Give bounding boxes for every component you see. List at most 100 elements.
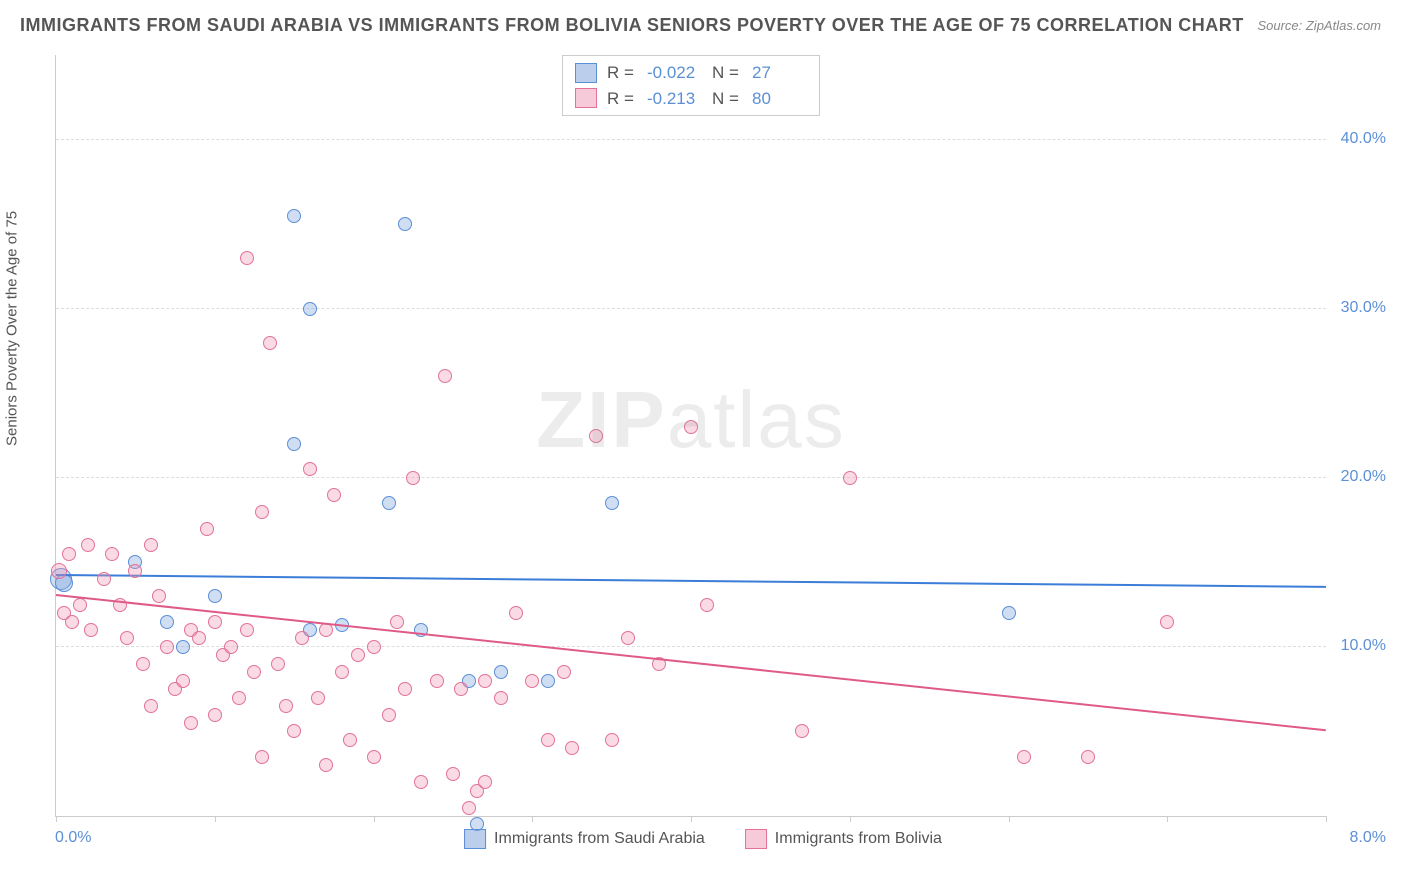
data-point	[287, 209, 301, 223]
data-point	[136, 657, 150, 671]
data-point	[105, 547, 119, 561]
data-point	[128, 564, 142, 578]
data-point	[509, 606, 523, 620]
r-label: R =	[607, 60, 637, 86]
trendline	[56, 594, 1326, 731]
data-point	[224, 640, 238, 654]
x-tick	[56, 816, 57, 822]
n-label: N =	[712, 86, 742, 112]
x-tick	[1167, 816, 1168, 822]
data-point	[398, 217, 412, 231]
swatch-pink-icon	[575, 88, 597, 108]
x-tick	[691, 816, 692, 822]
gridline	[56, 139, 1326, 140]
data-point	[525, 674, 539, 688]
data-point	[398, 682, 412, 696]
data-point	[367, 640, 381, 654]
series-legend: Immigrants from Saudi Arabia Immigrants …	[464, 829, 942, 849]
n-value-saudi: 27	[752, 60, 807, 86]
y-tick-label: 30.0%	[1341, 299, 1386, 317]
n-value-bolivia: 80	[752, 86, 807, 112]
x-tick	[532, 816, 533, 822]
data-point	[462, 801, 476, 815]
data-point	[144, 699, 158, 713]
y-tick-label: 20.0%	[1341, 468, 1386, 486]
data-point	[120, 631, 134, 645]
data-point	[295, 631, 309, 645]
series-label-bolivia: Immigrants from Bolivia	[775, 830, 942, 848]
data-point	[414, 775, 428, 789]
data-point	[319, 758, 333, 772]
data-point	[152, 589, 166, 603]
data-point	[565, 741, 579, 755]
data-point	[1002, 606, 1016, 620]
x-tick	[374, 816, 375, 822]
n-label: N =	[712, 60, 742, 86]
r-value-bolivia: -0.213	[647, 86, 702, 112]
x-tick	[1009, 816, 1010, 822]
data-point	[208, 708, 222, 722]
data-point	[430, 674, 444, 688]
source-attribution: Source: ZipAtlas.com	[1257, 18, 1381, 33]
data-point	[843, 471, 857, 485]
data-point	[255, 750, 269, 764]
swatch-blue-icon	[575, 63, 597, 83]
data-point	[200, 522, 214, 536]
x-tick-8: 8.0%	[1350, 829, 1386, 847]
data-point	[65, 615, 79, 629]
data-point	[62, 547, 76, 561]
legend-item-saudi: Immigrants from Saudi Arabia	[464, 829, 705, 849]
data-point	[382, 496, 396, 510]
data-point	[1081, 750, 1095, 764]
r-value-saudi: -0.022	[647, 60, 702, 86]
y-axis-label: Seniors Poverty Over the Age of 75	[4, 211, 21, 446]
data-point	[454, 682, 468, 696]
data-point	[176, 640, 190, 654]
chart-title: IMMIGRANTS FROM SAUDI ARABIA VS IMMIGRAN…	[20, 15, 1386, 36]
r-label: R =	[607, 86, 637, 112]
x-tick	[215, 816, 216, 822]
data-point	[247, 665, 261, 679]
data-point	[51, 563, 67, 579]
y-tick-label: 10.0%	[1341, 637, 1386, 655]
data-point	[160, 640, 174, 654]
data-point	[271, 657, 285, 671]
data-point	[287, 437, 301, 451]
data-point	[287, 724, 301, 738]
data-point	[605, 496, 619, 510]
data-point	[557, 665, 571, 679]
data-point	[541, 733, 555, 747]
data-point	[144, 538, 158, 552]
data-point	[478, 674, 492, 688]
series-label-saudi: Immigrants from Saudi Arabia	[494, 830, 705, 848]
y-tick-label: 40.0%	[1341, 130, 1386, 148]
data-point	[684, 420, 698, 434]
data-point	[303, 302, 317, 316]
data-point	[605, 733, 619, 747]
data-point	[192, 631, 206, 645]
data-point	[263, 336, 277, 350]
trendline	[56, 574, 1326, 588]
legend-row-saudi: R = -0.022 N = 27	[575, 60, 807, 86]
data-point	[382, 708, 396, 722]
legend-row-bolivia: R = -0.213 N = 80	[575, 86, 807, 112]
data-point	[303, 462, 317, 476]
data-point	[84, 623, 98, 637]
data-point	[438, 369, 452, 383]
data-point	[327, 488, 341, 502]
swatch-pink-icon	[745, 829, 767, 849]
data-point	[176, 674, 190, 688]
data-point	[589, 429, 603, 443]
data-point	[208, 589, 222, 603]
data-point	[700, 598, 714, 612]
data-point	[390, 615, 404, 629]
legend-item-bolivia: Immigrants from Bolivia	[745, 829, 942, 849]
data-point	[446, 767, 460, 781]
x-tick-0: 0.0%	[55, 829, 91, 847]
chart-plot-area: ZIPatlas R = -0.022 N = 27 R = -0.213 N …	[55, 55, 1326, 817]
data-point	[279, 699, 293, 713]
correlation-legend: R = -0.022 N = 27 R = -0.213 N = 80	[562, 55, 820, 116]
swatch-blue-icon	[464, 829, 486, 849]
data-point	[351, 648, 365, 662]
data-point	[81, 538, 95, 552]
